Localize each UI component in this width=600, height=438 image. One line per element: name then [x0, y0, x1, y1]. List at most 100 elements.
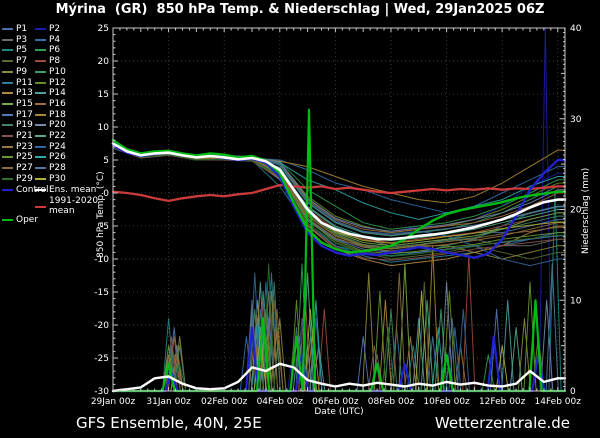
- legend-color-swatch: [2, 81, 13, 84]
- legend-label: P4: [49, 34, 61, 45]
- legend-item-p28: P28: [35, 163, 66, 173]
- xtick: 10Feb 00z: [423, 397, 470, 407]
- legend-item-oper: Oper: [2, 215, 38, 225]
- legend-label: P19: [16, 120, 33, 131]
- legend-item-p15: P15: [2, 99, 33, 109]
- legend-item-p30: P30: [35, 174, 66, 184]
- legend-item-p29: P29: [2, 174, 33, 184]
- legend-label: P12: [49, 77, 66, 88]
- legend-color-swatch: [35, 92, 46, 95]
- series-climate-mean-temp: [111, 183, 567, 203]
- legend-label: P7: [16, 56, 28, 67]
- legend-color-swatch: [2, 60, 13, 63]
- legend-item-p27: P27: [2, 163, 33, 173]
- legend-label: P10: [49, 66, 66, 77]
- legend-label: P15: [16, 98, 33, 109]
- legend-label: P1: [16, 24, 28, 34]
- legend-color-swatch: [2, 177, 13, 180]
- ytick-right: 10: [570, 296, 582, 306]
- ytick-right: 0: [570, 387, 576, 397]
- legend-color-swatch: [2, 188, 13, 191]
- legend-label: P25: [16, 152, 33, 163]
- legend-color-swatch: [35, 124, 46, 127]
- xtick: 06Feb 00z: [312, 397, 359, 407]
- xtick: 14Feb 00z: [535, 397, 582, 407]
- legend-color-swatch: [35, 205, 46, 208]
- legend-item-ens-mean: Ens. mean: [35, 185, 96, 195]
- xtick: 02Feb 00z: [201, 397, 248, 407]
- legend-label: P13: [16, 88, 33, 99]
- legend-color-swatch: [2, 219, 13, 221]
- legend-label: P24: [49, 141, 66, 152]
- ytick-left: -10: [94, 255, 109, 265]
- legend-label: Control: [16, 184, 49, 195]
- legend-label: P6: [49, 45, 61, 56]
- legend-item-p9: P9: [2, 67, 27, 77]
- legend-color-swatch: [35, 145, 46, 148]
- legend-item-p17: P17: [2, 110, 33, 120]
- legend-label: P23: [16, 141, 33, 152]
- legend-label: P28: [49, 163, 66, 174]
- ytick-left: 10: [98, 123, 110, 133]
- legend-item-p13: P13: [2, 88, 33, 98]
- series-ens-mean-temp: [111, 142, 567, 241]
- legend-item-p11: P11: [2, 78, 33, 88]
- legend-label: P14: [49, 88, 66, 99]
- legend-color-swatch: [2, 102, 13, 105]
- ytick-left: -25: [94, 354, 109, 364]
- legend-label: P30: [49, 173, 66, 184]
- legend-color-swatch: [35, 177, 46, 180]
- series-p29-temp: [112, 147, 566, 257]
- y-axis-label-left: 850 hPa Temp. (°C): [96, 171, 106, 258]
- legend-color-swatch: [35, 113, 46, 116]
- ensemble-members: [112, 27, 566, 392]
- legend-color-swatch: [35, 70, 46, 73]
- legend-color-swatch: [35, 38, 46, 41]
- legend-item-climate-mean: 1991-2020 mean: [35, 196, 109, 216]
- legend-color-swatch: [35, 49, 46, 52]
- xtick: 12Feb 00z: [479, 397, 526, 407]
- legend-color-swatch: [2, 135, 13, 137]
- legend-label: P11: [16, 77, 33, 88]
- series-p26-precip: [112, 299, 566, 392]
- series-p15-precip: [112, 263, 566, 392]
- legend-item-p3: P3: [2, 35, 27, 45]
- legend-item-p24: P24: [35, 142, 66, 152]
- legend-item-p14: P14: [35, 88, 66, 98]
- legend-color-swatch: [35, 28, 46, 30]
- ytick-left: 25: [98, 24, 109, 34]
- legend-label: P9: [16, 66, 28, 77]
- legend-item-p21: P21: [2, 131, 33, 141]
- model-info: GFS Ensemble, 40N, 25E: [76, 414, 262, 432]
- legend-color-swatch: [35, 156, 46, 159]
- series-p23-precip: [112, 290, 566, 392]
- legend-label: 1991-2020 mean: [49, 196, 99, 216]
- legend-label: P5: [16, 45, 28, 56]
- legend-item-p18: P18: [35, 110, 66, 120]
- xtick: 29Jan 00z: [91, 397, 136, 407]
- legend-label: P18: [49, 109, 66, 120]
- legend-item-p22: P22: [35, 131, 66, 141]
- ytick-right: 40: [570, 24, 582, 34]
- legend-color-swatch: [35, 167, 46, 170]
- legend-item-p2: P2: [35, 24, 60, 34]
- legend-item-p5: P5: [2, 45, 27, 55]
- legend-color-swatch: [35, 81, 46, 84]
- y-axis-label-right: Niederschlag (mm): [581, 167, 591, 254]
- legend-color-swatch: [35, 60, 46, 63]
- series-p3-precip: [112, 290, 566, 392]
- xtick: 04Feb 00z: [257, 397, 304, 407]
- series-ens-mean-precip: [111, 362, 567, 393]
- xtick: 31Jan 00z: [146, 397, 191, 407]
- chart-title: Mýrina (GR) 850 hPa Temp. & Niederschlag…: [55, 2, 545, 17]
- legend-color-swatch: [2, 28, 13, 30]
- legend-label: P8: [49, 56, 61, 67]
- legend-label: Oper: [16, 215, 39, 225]
- legend-color-swatch: [2, 70, 13, 73]
- ytick-right: 30: [570, 115, 582, 125]
- legend-item-p19: P19: [2, 120, 33, 130]
- legend-label: P21: [16, 131, 33, 141]
- legend-item-p8: P8: [35, 56, 60, 66]
- legend-color-swatch: [2, 49, 13, 52]
